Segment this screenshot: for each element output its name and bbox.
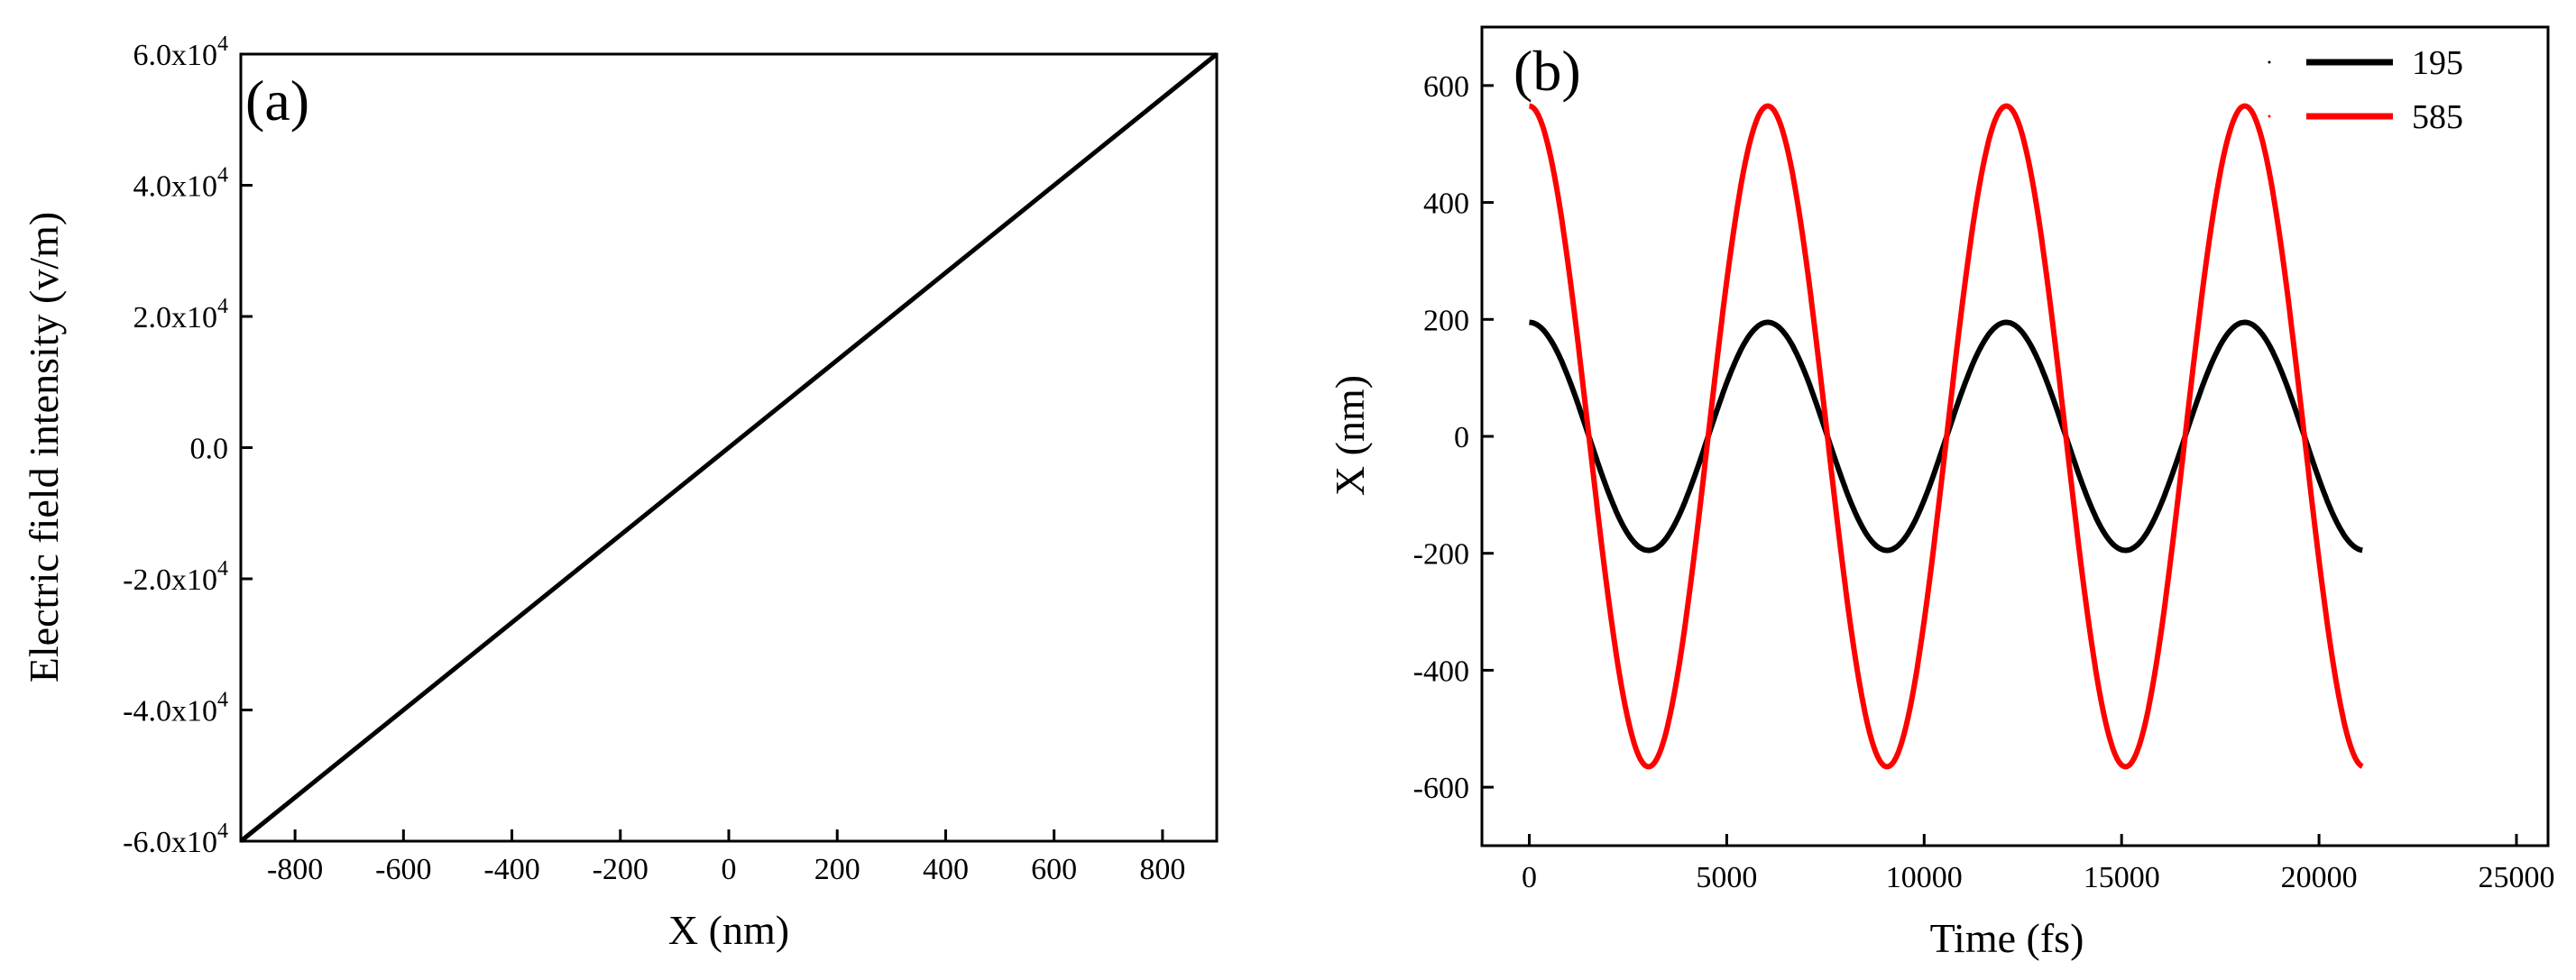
- x-axis-label-a: X (nm): [668, 907, 789, 953]
- y-ticks-a: -6.0x104 -4.0x104 -2.0x104 0.0 2.0x104 4.0x10…: [123, 32, 253, 859]
- y-tick-label-a: 0.0: [190, 433, 229, 466]
- plot-frame-b: [1480, 25, 2550, 847]
- x-tick-label-a: -600: [375, 853, 431, 886]
- x-tick-label-a: 600: [1031, 853, 1077, 886]
- x-tick-label-b: 5000: [1696, 861, 1757, 894]
- legend-dot-195: [2268, 60, 2271, 64]
- x-tick-label-b: 25000: [2478, 861, 2554, 894]
- legend-label-585: 585: [2412, 98, 2463, 136]
- y-tick-label-a: -4.0x104: [123, 689, 228, 728]
- y-tick-label-b: 400: [1423, 188, 1469, 221]
- y-tick-label-a: 2.0x104: [133, 295, 229, 334]
- panel-a: -800 -600 -400 -200 0 200 400 600 800 -6.0x104 -4…: [21, 32, 1219, 953]
- y-tick-label-a: 4.0x104: [133, 164, 229, 204]
- panel-b: 0 5000 10000 15000 20000 25000 -600 -400 -200 0 2…: [1327, 25, 2554, 961]
- y-tick-label-b: 0: [1454, 421, 1469, 454]
- x-ticks-b: 0 5000 10000 15000 20000 25000: [1522, 834, 2554, 894]
- y-tick-label-b: -200: [1413, 538, 1469, 572]
- y-tick-label-b: -600: [1413, 772, 1469, 805]
- y-tick-label-a: 6.0x104: [133, 32, 229, 72]
- x-tick-label-a: -200: [593, 853, 649, 886]
- x-axis-label-b: Time (fs): [1930, 915, 2084, 961]
- x-tick-label-a: 800: [1139, 853, 1185, 886]
- x-ticks-a: -800 -600 -400 -200 0 200 400 600 800: [267, 829, 1185, 886]
- y-axis-label-b: X (nm): [1327, 375, 1373, 496]
- y-ticks-b: -600 -400 -200 0 200 400 600: [1413, 70, 1494, 805]
- x-tick-label-b: 10000: [1886, 861, 1963, 894]
- y-tick-label-b: -400: [1413, 655, 1469, 688]
- y-tick-label-a: -6.0x104: [123, 820, 228, 859]
- x-tick-label-a: 400: [923, 853, 969, 886]
- y-tick-label-b: 600: [1423, 70, 1469, 104]
- series-line-a: [239, 52, 1219, 843]
- legend-label-195: 195: [2412, 44, 2463, 82]
- x-tick-label-b: 15000: [2084, 861, 2160, 894]
- legend: 195 585: [2268, 44, 2463, 136]
- panel-label-a: (a): [245, 69, 309, 133]
- series-line-585: [1527, 103, 2365, 770]
- panel-label-b: (b): [1513, 39, 1581, 103]
- x-tick-label-b: 20000: [2281, 861, 2358, 894]
- x-tick-label-a: 200: [814, 853, 860, 886]
- y-tick-label-b: 200: [1423, 304, 1469, 337]
- legend-dot-585: [2268, 114, 2271, 118]
- x-tick-label-a: -800: [267, 853, 323, 886]
- x-tick-label-b: 0: [1522, 861, 1537, 894]
- series-group-b: [1527, 103, 2365, 770]
- y-tick-label-a: -2.0x104: [123, 557, 228, 597]
- x-tick-label-a: -400: [483, 853, 539, 886]
- series-group-a: [239, 52, 1219, 843]
- y-axis-label-a: Electric field intensity (v/m): [21, 212, 67, 682]
- x-tick-label-a: 0: [722, 853, 737, 886]
